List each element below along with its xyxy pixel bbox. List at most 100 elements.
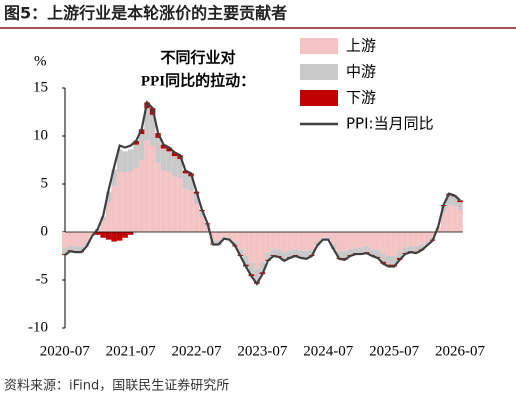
bar (385, 256, 392, 265)
bar (369, 232, 375, 250)
bar (72, 246, 79, 252)
bar (89, 232, 95, 235)
bar (116, 171, 123, 232)
legend-label: 上游 (346, 37, 376, 55)
bar (336, 232, 342, 252)
bar (215, 240, 222, 244)
y-tick-label: -5 (36, 271, 49, 287)
bar (352, 232, 359, 248)
bar (105, 232, 112, 240)
annotation: 不同行业对 (160, 49, 235, 67)
bar (155, 162, 161, 232)
bar (243, 256, 249, 265)
bar (166, 172, 172, 232)
bar (457, 200, 463, 203)
bar (78, 246, 84, 252)
bar (341, 251, 348, 258)
bar (62, 248, 68, 255)
bar (138, 134, 145, 160)
bar (127, 171, 134, 232)
annotation: PPI同比的拉动： (141, 71, 255, 89)
bar (188, 176, 194, 191)
bar (314, 241, 321, 246)
bar (336, 251, 342, 258)
bar (237, 249, 244, 256)
bar (182, 188, 189, 232)
bar (424, 241, 430, 246)
legend-label: PPI:当月同比 (346, 115, 434, 133)
bar (391, 256, 397, 265)
bar (199, 210, 205, 217)
bar (287, 232, 293, 251)
bar (303, 232, 310, 252)
bar (380, 254, 386, 262)
bar (171, 152, 178, 157)
bar (177, 178, 183, 232)
source-note: 资料来源：iFind，国联民生证券研究所 (4, 378, 229, 394)
bar (254, 268, 260, 282)
bar (111, 169, 117, 186)
bar (111, 232, 117, 242)
bar (457, 209, 463, 232)
bar (160, 148, 167, 171)
bar (210, 232, 216, 241)
bar (122, 172, 128, 232)
bar (166, 151, 172, 173)
y-unit: % (34, 53, 47, 69)
bar (358, 247, 364, 254)
bar (331, 244, 337, 250)
line (64, 100, 461, 286)
bar (380, 232, 386, 255)
bar (259, 261, 266, 273)
bar (116, 149, 123, 172)
bar (133, 140, 139, 145)
bar (314, 232, 321, 242)
bar (402, 247, 408, 254)
bar (396, 232, 403, 252)
legend-label: 中游 (346, 63, 376, 81)
bar (369, 249, 375, 256)
bar (446, 195, 452, 206)
bar (254, 232, 260, 269)
bar (440, 212, 447, 232)
legend-swatch (300, 90, 338, 106)
bar (259, 232, 266, 262)
bar (270, 232, 277, 250)
bar (413, 246, 419, 253)
bar (320, 232, 326, 238)
bar (94, 230, 101, 232)
bar (451, 206, 458, 232)
bar (116, 232, 123, 241)
bar (133, 167, 139, 232)
bar (374, 232, 381, 251)
bar (100, 220, 106, 232)
bar (363, 246, 370, 253)
bar (105, 191, 112, 203)
bar (215, 232, 222, 241)
bar (325, 232, 332, 238)
bar (67, 232, 73, 246)
bar (402, 232, 408, 248)
x-tick-label: 2020-07 (40, 343, 90, 359)
bar (237, 232, 244, 250)
bar (177, 159, 183, 179)
bar (149, 145, 156, 232)
bar (67, 245, 73, 251)
bar (331, 232, 337, 245)
bar (265, 252, 271, 260)
x-tick-label: 2025-07 (369, 343, 419, 359)
bar (226, 232, 233, 238)
bar (341, 232, 348, 252)
bar (78, 232, 84, 247)
bar (352, 247, 359, 254)
bar (287, 250, 293, 257)
bar (281, 252, 288, 260)
x-tick-label: 2023-07 (237, 343, 287, 359)
y-tick-label: 0 (41, 223, 49, 239)
bar (182, 170, 189, 174)
bar (276, 232, 282, 250)
bar (62, 232, 68, 249)
bar (111, 185, 117, 232)
